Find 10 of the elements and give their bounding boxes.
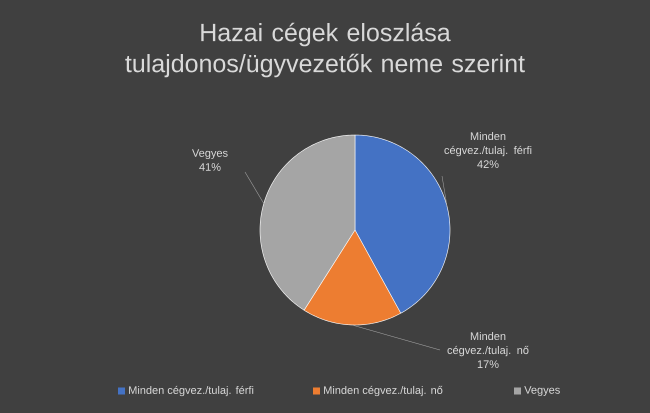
data-label: 42% — [477, 160, 499, 168]
legend-label: Minden cégvez./tulaj. nő — [324, 386, 442, 396]
legend-label: Minden cégvez./tulaj. férfi — [129, 386, 254, 396]
legend-label: Vegyes — [524, 386, 560, 396]
data-label: 17% — [478, 360, 499, 368]
data-label: 41% — [199, 163, 221, 171]
chart-title: Hazai cégek eloszlása tulajdonos/ügyvezetők neme szerint — [125, 22, 525, 78]
slice-label: Minden cégvez./tulaj. nő — [448, 332, 529, 356]
slice-label: Minden cégvez./tulaj. férfi — [444, 132, 532, 156]
slice-label: Vegyes — [192, 149, 228, 160]
